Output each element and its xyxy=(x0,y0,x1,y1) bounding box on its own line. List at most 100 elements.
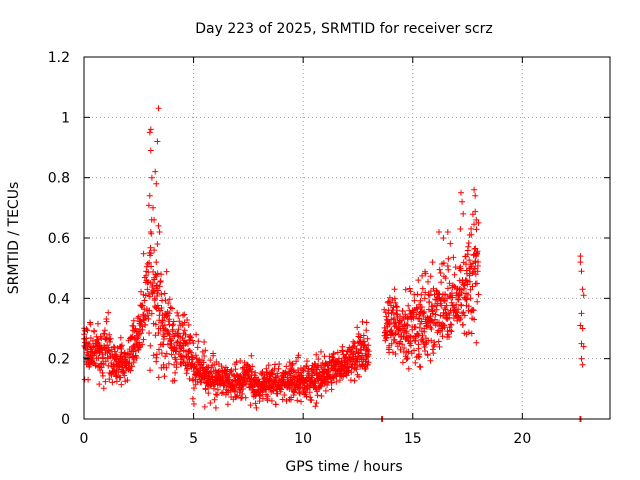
data-point xyxy=(105,344,112,351)
data-point xyxy=(249,363,256,370)
data-point xyxy=(158,291,165,298)
data-point xyxy=(109,379,116,386)
data-point xyxy=(472,208,479,215)
data-point xyxy=(174,309,181,316)
data-point xyxy=(118,349,125,356)
data-point xyxy=(405,348,412,355)
data-point xyxy=(435,296,442,303)
data-point xyxy=(233,393,240,400)
data-point xyxy=(147,367,153,374)
data-point xyxy=(429,259,436,266)
data-point xyxy=(218,363,225,370)
data-point xyxy=(419,285,426,292)
data-point xyxy=(168,351,175,358)
data-point xyxy=(467,286,474,293)
data-point xyxy=(399,341,406,348)
data-point xyxy=(248,352,255,359)
data-point xyxy=(99,372,106,379)
data-point xyxy=(240,386,246,392)
data-point xyxy=(171,377,178,384)
data-point xyxy=(578,355,585,362)
data-point xyxy=(161,290,168,297)
data-point xyxy=(415,277,422,284)
y-tick-label: 0.8 xyxy=(48,171,70,187)
data-point xyxy=(232,387,239,394)
data-point xyxy=(440,235,447,241)
data-point xyxy=(436,266,443,273)
data-point xyxy=(579,361,586,368)
data-point xyxy=(163,268,170,275)
data-point xyxy=(278,386,285,393)
data-point xyxy=(274,370,281,377)
data-point xyxy=(202,347,209,354)
data-point xyxy=(580,343,587,350)
data-point xyxy=(347,377,354,384)
data-point xyxy=(329,354,336,361)
data-point xyxy=(113,373,120,380)
data-point xyxy=(303,386,310,393)
data-point xyxy=(415,341,422,348)
data-point xyxy=(402,286,409,293)
data-point xyxy=(268,370,275,377)
data-point xyxy=(146,307,153,314)
y-tick-label: 0.2 xyxy=(48,352,70,368)
data-point xyxy=(419,272,426,279)
data-point xyxy=(356,350,362,357)
data-point xyxy=(147,244,154,251)
data-point xyxy=(175,326,182,333)
data-point xyxy=(325,378,332,385)
data-point xyxy=(405,302,412,309)
data-point xyxy=(118,381,125,388)
data-point xyxy=(106,376,113,383)
data-point xyxy=(413,311,420,318)
y-tick-label: 0.4 xyxy=(48,291,70,307)
data-point xyxy=(95,320,101,327)
y-axis-label: SRMTID / TECUs xyxy=(6,182,22,295)
data-point xyxy=(390,309,397,316)
data-point xyxy=(437,270,444,276)
data-point xyxy=(419,332,426,339)
data-point xyxy=(359,318,366,325)
data-point xyxy=(315,356,322,363)
data-point xyxy=(577,259,584,266)
data-point xyxy=(436,319,442,326)
chart-title: Day 223 of 2025, SRMTID for receiver scr… xyxy=(195,21,493,37)
data-point xyxy=(406,285,413,292)
data-point xyxy=(308,397,315,404)
data-point xyxy=(146,293,153,300)
data-point xyxy=(426,299,433,306)
data-point xyxy=(252,400,259,407)
data-point xyxy=(442,291,449,298)
data-point xyxy=(133,355,140,361)
data-point xyxy=(468,263,475,270)
data-point xyxy=(468,225,475,232)
data-point xyxy=(294,397,301,404)
data-point xyxy=(458,302,465,309)
data-point xyxy=(419,304,425,311)
data-point xyxy=(385,298,392,305)
data-point xyxy=(336,377,343,384)
data-point xyxy=(403,356,410,363)
data-point xyxy=(212,391,219,398)
data-point xyxy=(146,330,153,336)
data-point xyxy=(117,334,124,341)
data-point xyxy=(424,352,431,359)
data-point xyxy=(247,402,254,409)
data-point xyxy=(397,346,404,353)
data-point xyxy=(191,385,197,392)
data-point xyxy=(155,105,162,112)
data-point xyxy=(436,343,443,350)
data-point xyxy=(433,287,440,294)
data-point xyxy=(166,296,173,303)
y-tick-label: 0.6 xyxy=(48,231,70,247)
data-point xyxy=(252,369,259,376)
data-point xyxy=(443,302,450,309)
data-point xyxy=(414,330,421,337)
data-point xyxy=(455,306,462,313)
data-point xyxy=(429,310,436,317)
data-point xyxy=(460,309,467,316)
data-point xyxy=(579,286,586,293)
data-point xyxy=(472,271,479,278)
data-point xyxy=(439,333,446,340)
